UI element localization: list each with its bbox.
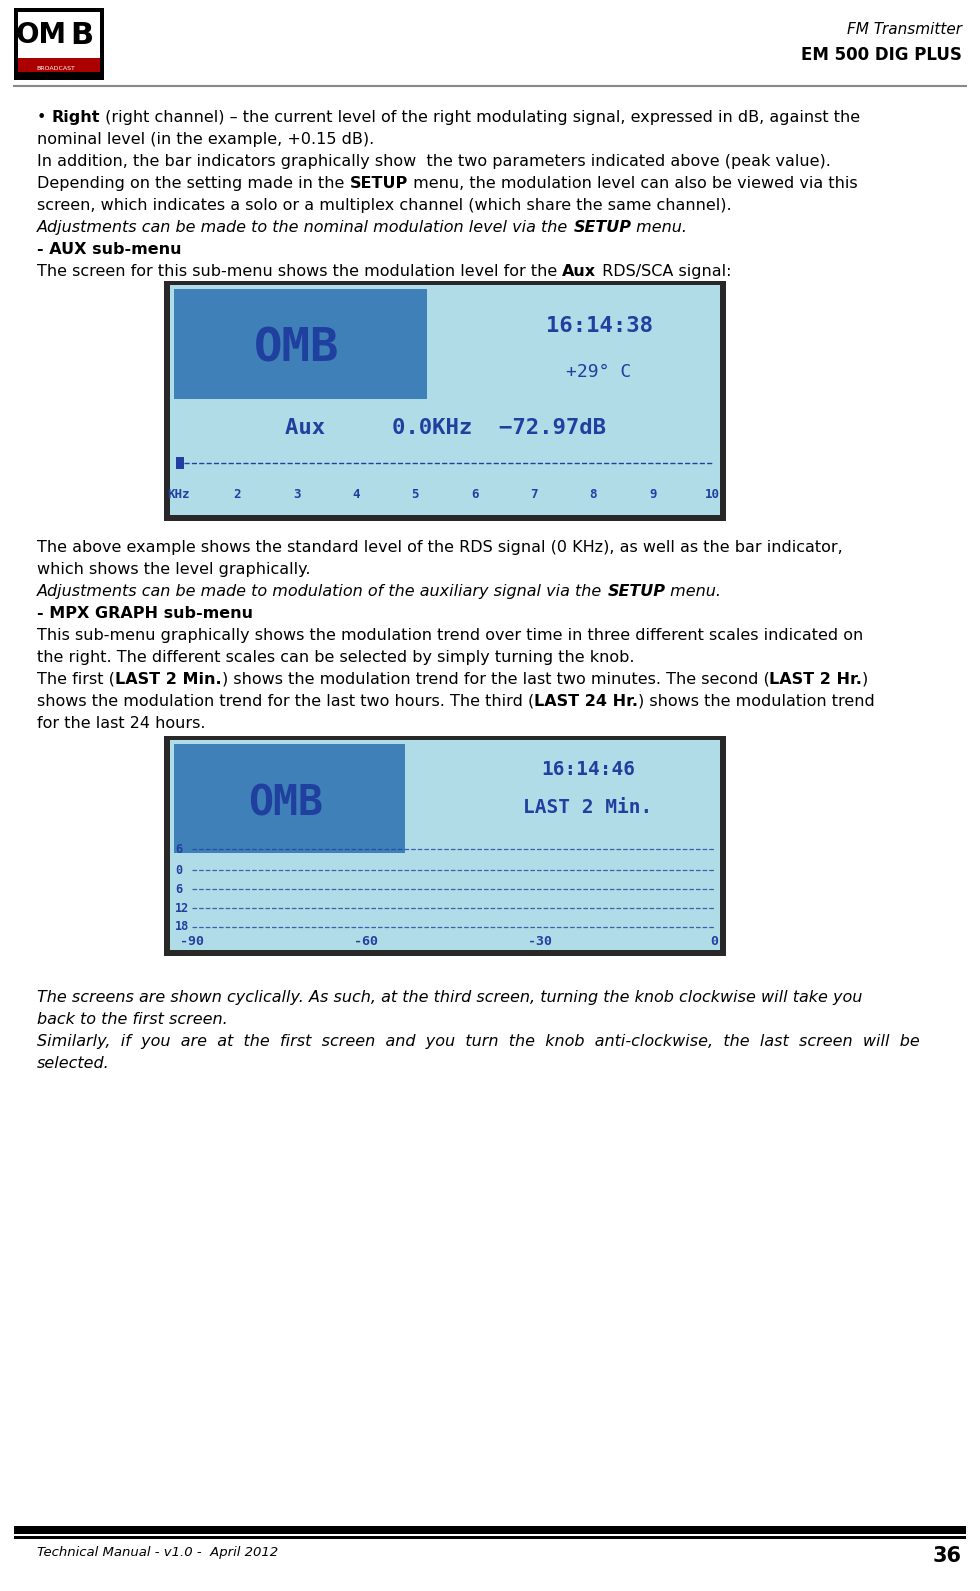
Text: 16:14:46: 16:14:46: [541, 760, 635, 780]
Text: 7: 7: [530, 488, 538, 501]
Text: Adjustments can be made to the nominal modulation level via the: Adjustments can be made to the nominal m…: [37, 220, 573, 235]
Text: The first (: The first (: [37, 671, 115, 687]
Text: OMB: OMB: [248, 783, 323, 824]
Bar: [18, 57, 100, 72]
Text: ) shows the modulation trend for the last two minutes. The second (: ) shows the modulation trend for the las…: [221, 671, 769, 687]
Text: 4: 4: [352, 488, 360, 501]
Text: This sub-menu graphically shows the modulation trend over time in three differen: This sub-menu graphically shows the modu…: [37, 628, 863, 643]
Bar: [14, 8, 104, 80]
Bar: [174, 745, 405, 853]
Text: The screen for this sub-menu shows the modulation level for the: The screen for this sub-menu shows the m…: [37, 264, 563, 278]
Text: Similarly,  if  you  are  at  the  first  screen  and  you  turn  the  knob  ant: Similarly, if you are at the first scree…: [37, 1034, 920, 1048]
Bar: [170, 285, 720, 515]
Text: 10: 10: [705, 488, 719, 501]
Text: The above example shows the standard level of the RDS signal (0 KHz), as well as: The above example shows the standard lev…: [37, 539, 843, 555]
Text: menu.: menu.: [665, 584, 721, 598]
Text: 6: 6: [471, 488, 478, 501]
Text: 0: 0: [175, 864, 182, 877]
Text: FM Transmitter: FM Transmitter: [847, 22, 962, 37]
Text: 6: 6: [175, 883, 182, 896]
Text: Aux: Aux: [563, 264, 597, 278]
Text: In addition, the bar indicators graphically show  the two parameters indicated a: In addition, the bar indicators graphica…: [37, 154, 831, 169]
Text: 36: 36: [933, 1546, 962, 1566]
Text: shows the modulation trend for the last two hours. The third (: shows the modulation trend for the last …: [37, 694, 534, 710]
Text: (right channel) – the current level of the right modulating signal, expressed in: (right channel) – the current level of t…: [100, 110, 860, 126]
Text: EM 500 DIG PLUS: EM 500 DIG PLUS: [801, 46, 962, 64]
Text: back to the first screen.: back to the first screen.: [37, 1012, 227, 1028]
Text: selected.: selected.: [37, 1056, 110, 1071]
Text: The screens are shown cyclically. As such, at the third screen, turning the knob: The screens are shown cyclically. As suc…: [37, 990, 862, 1006]
Text: 8: 8: [590, 488, 597, 501]
Text: 0: 0: [710, 936, 718, 948]
Text: BROADCAST: BROADCAST: [37, 67, 75, 72]
Text: menu, the modulation level can also be viewed via this: menu, the modulation level can also be v…: [408, 177, 858, 191]
Text: which shows the level graphically.: which shows the level graphically.: [37, 562, 311, 578]
Text: Technical Manual - v1.0 -  April 2012: Technical Manual - v1.0 - April 2012: [37, 1546, 278, 1559]
Text: 12: 12: [175, 902, 189, 915]
Bar: [164, 282, 726, 520]
Bar: [170, 740, 720, 950]
Text: SETUP: SETUP: [573, 220, 631, 235]
Text: LAST 24 Hr.: LAST 24 Hr.: [534, 694, 638, 710]
Text: Depending on the setting made in the: Depending on the setting made in the: [37, 177, 350, 191]
Bar: [164, 737, 726, 956]
Text: ) shows the modulation trend: ) shows the modulation trend: [638, 694, 875, 710]
Text: •: •: [37, 110, 52, 126]
Text: -60: -60: [354, 936, 378, 948]
Text: KHz: KHz: [167, 488, 189, 501]
Bar: [14, 1526, 966, 1534]
Bar: [14, 1535, 966, 1538]
Text: LAST 2 Hr.: LAST 2 Hr.: [769, 671, 862, 687]
Bar: [18, 13, 100, 62]
Text: - AUX sub-menu: - AUX sub-menu: [37, 242, 181, 258]
Text: -90: -90: [180, 936, 204, 948]
Text: Aux     0.0KHz  −72.97dB: Aux 0.0KHz −72.97dB: [284, 417, 606, 438]
Bar: [174, 290, 427, 399]
Text: OM: OM: [16, 21, 67, 49]
Text: LAST 2 Min.: LAST 2 Min.: [523, 797, 653, 816]
Text: SETUP: SETUP: [608, 584, 665, 598]
Text: RDS/SCA signal:: RDS/SCA signal:: [597, 264, 731, 278]
Bar: [176, 457, 184, 469]
Text: ): ): [862, 671, 868, 687]
Text: +29° C: +29° C: [566, 363, 632, 382]
Text: nominal level (in the example, +0.15 dB).: nominal level (in the example, +0.15 dB)…: [37, 132, 374, 146]
Text: menu.: menu.: [631, 220, 687, 235]
Text: LAST 2 Min.: LAST 2 Min.: [115, 671, 221, 687]
Text: screen, which indicates a solo or a multiplex channel (which share the same chan: screen, which indicates a solo or a mult…: [37, 197, 732, 213]
Text: 5: 5: [412, 488, 419, 501]
Text: Adjustments can be made to modulation of the auxiliary signal via the: Adjustments can be made to modulation of…: [37, 584, 608, 598]
Text: for the last 24 hours.: for the last 24 hours.: [37, 716, 206, 730]
Text: Right: Right: [52, 110, 100, 126]
Text: 3: 3: [293, 488, 301, 501]
Text: - MPX GRAPH sub-menu: - MPX GRAPH sub-menu: [37, 606, 253, 620]
Text: the right. The different scales can be selected by simply turning the knob.: the right. The different scales can be s…: [37, 651, 634, 665]
Text: SETUP: SETUP: [350, 177, 408, 191]
Text: 16:14:38: 16:14:38: [546, 317, 653, 336]
Text: 2: 2: [233, 488, 241, 501]
Text: 6: 6: [175, 843, 182, 856]
Text: B: B: [70, 21, 93, 49]
Text: OMB: OMB: [254, 326, 339, 372]
Text: 9: 9: [649, 488, 657, 501]
Text: 18: 18: [175, 921, 189, 934]
Text: -30: -30: [528, 936, 552, 948]
